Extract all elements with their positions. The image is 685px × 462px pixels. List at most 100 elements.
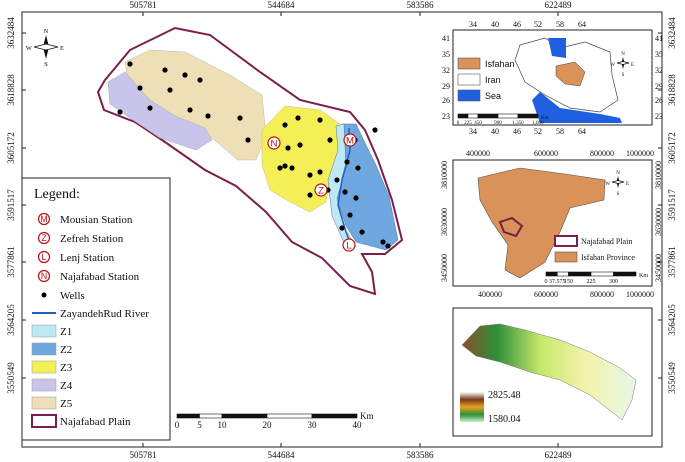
scale-label: 150	[564, 279, 573, 285]
scale-segment	[613, 271, 637, 277]
x-tick-label: 58	[556, 20, 564, 29]
y-tick-label: 35	[442, 50, 450, 59]
scale-label: 40	[353, 420, 363, 430]
y-tick-label: 3564205	[667, 304, 677, 336]
scale-label: 0	[457, 121, 460, 126]
legend-swatch	[554, 251, 578, 263]
x-tick-label: 400000	[466, 149, 490, 158]
legend-label: Iran	[485, 75, 501, 85]
x-tick-label: 544684	[268, 0, 296, 10]
legend-swatch	[31, 414, 57, 428]
y-tick-label: 35	[655, 50, 663, 59]
dem-high-label: 2825.48	[488, 390, 521, 401]
compass-label: E	[626, 182, 629, 187]
compass-label: N	[44, 28, 49, 35]
y-tick-label: 3618828	[667, 74, 677, 106]
scale-label: 0	[545, 279, 548, 285]
compass-label: W	[605, 182, 610, 187]
station-symbol	[37, 269, 51, 283]
station-symbol	[342, 238, 356, 252]
scale-segment	[457, 113, 469, 119]
legend-label: Wells	[60, 290, 85, 302]
legend-swatch	[457, 57, 481, 70]
scale-unit: Km	[639, 273, 648, 279]
x-tick-label: 583586	[407, 0, 435, 10]
y-tick-label: 3450000	[654, 254, 663, 282]
legend-label: Najafabad Plain	[60, 416, 131, 428]
well	[355, 165, 361, 171]
y-tick-label: 3550549	[667, 362, 677, 394]
y-tick-label: 26	[655, 96, 663, 105]
x-tick-label: 52	[534, 20, 542, 29]
well	[342, 189, 348, 195]
well	[344, 159, 350, 165]
station-symbol	[37, 231, 51, 245]
x-tick-label: 1000000	[626, 149, 654, 158]
legend-label: Z3	[60, 362, 73, 374]
y-tick-label: 3632484	[6, 17, 16, 49]
compass-label: E	[631, 63, 634, 68]
scale-segment	[497, 113, 519, 119]
well	[353, 195, 359, 201]
x-tick-label: 622489	[545, 0, 573, 10]
x-tick-label: 1000000	[626, 290, 654, 299]
legend-swatch	[554, 235, 578, 247]
station-letter: M	[40, 214, 47, 224]
y-tick-label: 3577861	[667, 246, 677, 278]
y-tick-label: 32	[655, 66, 663, 75]
y-tick-label: 3450000	[440, 254, 449, 282]
x-tick-label: 52	[534, 127, 542, 136]
station-letter: L	[42, 252, 47, 262]
station-symbol	[267, 136, 281, 150]
y-tick-label: 3591517	[667, 189, 677, 221]
scale-segment	[517, 113, 539, 119]
x-tick-label: 400000	[478, 290, 502, 299]
x-tick-label: 34	[469, 20, 477, 29]
scale-unit: Km	[541, 116, 549, 121]
scale-segment	[199, 413, 223, 419]
legend-label: Najafabad Plain	[581, 237, 632, 246]
legend-swatch	[457, 89, 481, 102]
compass-label: W	[26, 45, 33, 52]
y-tick-label: 3618828	[6, 74, 16, 106]
station-letter: N	[41, 271, 47, 281]
well	[127, 61, 133, 67]
legend-swatch	[31, 378, 57, 392]
x-tick-label: 58	[556, 127, 564, 136]
compass-label: S	[617, 192, 620, 197]
well	[380, 239, 386, 245]
legend-label: Sea	[485, 91, 501, 101]
x-tick-label: 800000	[590, 290, 614, 299]
well	[327, 137, 333, 143]
dem-ramp	[460, 392, 484, 422]
well	[167, 87, 173, 93]
scale-label: 450	[474, 121, 482, 126]
well	[297, 142, 303, 148]
y-tick-label: 41	[655, 34, 663, 43]
scale-unit: Km	[360, 411, 374, 421]
well	[147, 105, 153, 111]
scale-label: 900	[494, 121, 502, 126]
well	[372, 127, 378, 133]
legend-label: Najafabad Station	[60, 271, 140, 283]
compass-rose	[611, 180, 625, 184]
scale-label: 10	[218, 420, 228, 430]
y-tick-label: 29	[442, 82, 450, 91]
scale-segment	[590, 271, 614, 277]
scale-label: 1,350	[512, 121, 524, 126]
x-tick-label: 505781	[130, 450, 157, 460]
legend-label: Z1	[60, 326, 72, 338]
gulf-sea	[532, 92, 622, 123]
x-tick-label: 40	[491, 127, 499, 136]
x-tick-label: 40	[491, 20, 499, 29]
main-map	[96, 26, 404, 296]
well	[162, 67, 168, 73]
y-tick-label: 26	[442, 96, 450, 105]
legend-label: Isfahan	[485, 59, 515, 69]
y-tick-label: 3577861	[6, 246, 16, 278]
compass-label: E	[60, 45, 64, 52]
zone-z4	[107, 71, 213, 151]
well	[282, 163, 288, 169]
x-tick-label: 46	[513, 127, 521, 136]
well	[285, 145, 291, 151]
